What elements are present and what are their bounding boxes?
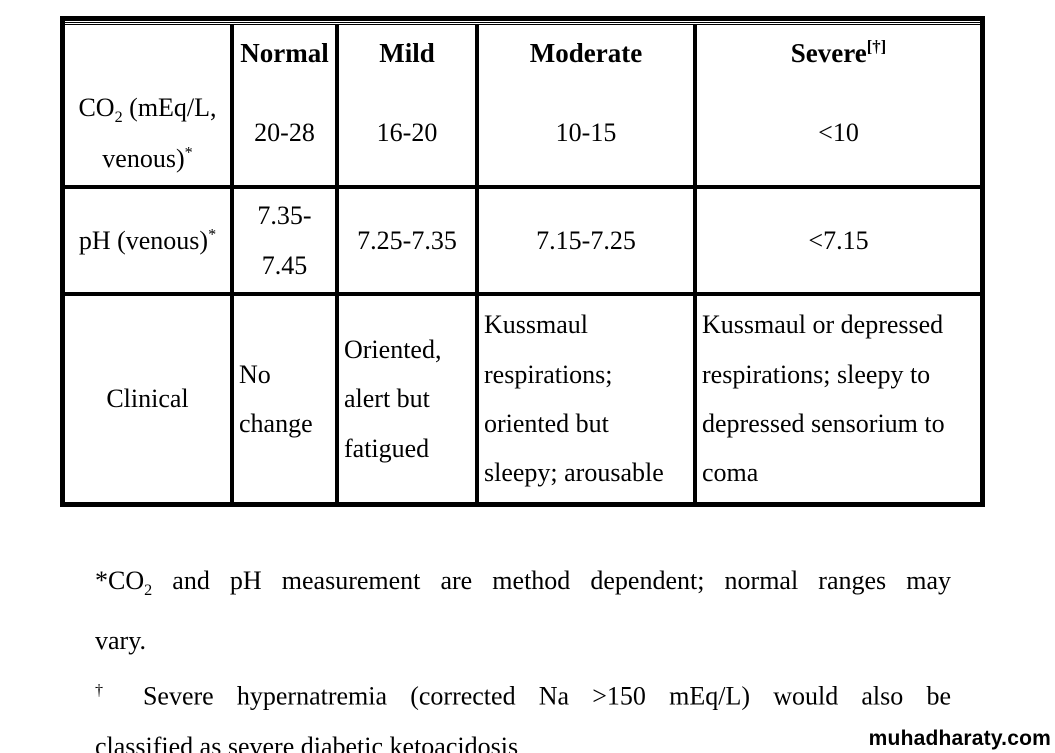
cell-ph-normal: 7.35- 7.45 [230,185,339,296]
co2-asterisk: * [184,144,193,162]
dka-severity-table: Normal Mild Moderate Severe[†] CO2 (mEq/… [65,25,980,502]
ph-label-text: pH (venous) [78,225,209,255]
footnote-co2-ph-line1: *CO2 and pH measurement are method depen… [95,556,951,616]
cell-ph-mild: 7.25-7.35 [335,185,479,296]
severity-table-border: Normal Mild Moderate Severe[†] CO2 (mEq/… [60,16,985,507]
cell-clinical-moderate: Kussmaul respirations; oriented but slee… [475,291,697,502]
header-severe-footnote-mark: [†] [866,37,887,56]
header-mild: Mild [335,25,479,81]
co2-subscript: 2 [114,109,123,127]
cell-ph-moderate: 7.15-7.25 [475,185,697,296]
cell-clinical-severe: Kussmaul or depressed respirations; slee… [693,291,980,502]
footnote-dagger-line2: classified as severe diabetic ketoacidos… [95,731,519,753]
row-label-clinical: Clinical [65,291,234,502]
cell-co2-severe: <10 [693,81,980,190]
footnote-dagger-line1: † Severe hypernatremia (corrected Na >15… [95,666,951,722]
co2-label-line2: venous) [102,143,185,173]
footnote-co2-ph-line2: vary. [95,626,147,656]
row-label-co2: CO2 (mEq/L, venous)* [65,81,234,190]
cell-ph-severe: <7.15 [693,185,980,296]
cell-clinical-mild: Oriented, alert but fatigued [335,291,479,502]
row-clinical: Clinical No change Oriented, alert but f… [65,291,980,502]
cell-co2-mild: 16-20 [335,81,479,190]
header-moderate: Moderate [475,25,697,81]
footnote-co2-subscript: 2 [144,582,153,600]
ph-asterisk: * [208,225,217,243]
cell-clinical-normal: No change [230,291,339,502]
header-normal: Normal [230,25,339,81]
co2-label-units: (mEq/L, [122,93,217,122]
cell-co2-moderate: 10-15 [475,81,697,190]
footnote-dagger-marker: † [95,682,120,700]
row-co2: CO2 (mEq/L, venous)* 20-28 16-20 10-15 <1… [65,81,980,190]
row-label-ph: pH (venous)* [65,185,234,296]
row-ph: pH (venous)* 7.35- 7.45 7.25-7.35 7.15-7… [65,185,980,296]
cell-co2-normal: 20-28 [230,81,339,190]
header-severe: Severe[†] [693,25,980,81]
footnote-asterisk-marker: *CO [95,566,145,595]
watermark-muhadharaty: muhadharaty.com [868,727,1051,750]
footnote-dagger-text: Severe hypernatremia (corrected Na >150 … [119,681,951,711]
co2-label-text: CO [78,93,115,122]
header-empty-cell [65,25,234,81]
header-row: Normal Mild Moderate Severe[†] [65,25,980,81]
footnote-co2-ph-text: and pH measurement are method dependent;… [152,566,951,595]
footnotes-block: *CO2 and pH measurement are method depen… [95,556,951,753]
header-severe-label: Severe [790,38,867,68]
